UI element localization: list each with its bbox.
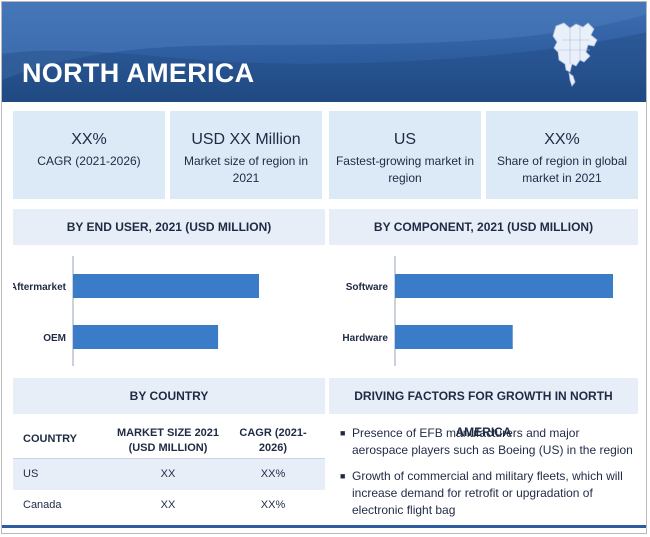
kpi-label: Share of region in global market in 2021 [496,154,628,185]
category-label-hardware: Hardware [342,333,388,344]
column-header-cagr: CAGR (2021-2026) [239,427,307,454]
factor-text: Growth of commercial and military fleets… [352,469,623,517]
driving-factors-list: ■ Presence of EFB manufacturers and majo… [338,425,638,528]
kpi-label: CAGR (2021-2026) [37,154,141,168]
section-header-country: BY COUNTRY [13,378,325,414]
category-label-software: Software [346,282,389,293]
cagr-value: XX% [260,499,286,511]
category-label-aftermarket: Aftermarket [13,282,67,293]
list-item: ■ Presence of EFB manufacturers and majo… [338,425,638,459]
market-size-value: XX [160,468,176,480]
kpi-card-fastest-growing: US Fastest-growing market in region [329,111,481,199]
section-header-component: BY COMPONENT, 2021 (USD MILLION) [329,209,638,245]
section-header-factors: DRIVING FACTORS FOR GROWTH IN NORTH AMER… [329,378,638,439]
kpi-card-market-size: USD XX Million Market size of region in … [170,111,322,199]
list-item: ■ Growth of commercial and military flee… [338,468,638,519]
cagr-value: XX% [260,468,286,480]
kpi-card-region-share: XX% Share of region in global market in … [486,111,638,199]
bar-hardware [395,325,513,349]
category-label-oem: OEM [43,333,66,344]
kpi-label: Fastest-growing market in region [335,154,475,185]
region-title: NORTH AMERICA [22,58,255,88]
north-america-map-icon [552,22,598,87]
section-header-end-user: BY END USER, 2021 (USD MILLION) [13,209,325,245]
column-header-country: COUNTRY [23,433,77,445]
kpi-value: US [393,131,417,148]
kpi-label: Market size of region in 2021 [183,154,309,185]
banner-decoration [2,2,646,102]
table-header-row: COUNTRY MARKET SIZE 2021 (USD MILLION) C… [13,419,325,459]
country-name: Canada [23,499,62,511]
bar-software [395,274,613,298]
bottom-rule [2,525,646,528]
kpi-value: USD XX Million [191,131,301,148]
kpi-value: XX% [544,131,580,148]
country-name: US [23,468,39,480]
header-banner: NORTH AMERICA [2,2,646,102]
bar-aftermarket [73,274,259,298]
kpi-card-cagr: XX% CAGR (2021-2026) [13,111,165,199]
table-row: US XX XX% [13,459,325,490]
end-user-bar-chart: Aftermarket OEM [13,256,259,366]
table-row: Canada XX XX% [13,490,325,521]
factor-text: Presence of EFB manufacturers and major … [352,426,633,457]
bar-oem [73,325,219,349]
square-bullet-icon: ■ [340,428,346,438]
column-header-market-size: MARKET SIZE 2021 (USD MILLION) [116,427,220,454]
component-bar-chart: Software Hardware [342,256,613,366]
market-size-value: XX [160,499,176,511]
kpi-value: XX% [71,131,107,148]
square-bullet-icon: ■ [340,471,346,481]
